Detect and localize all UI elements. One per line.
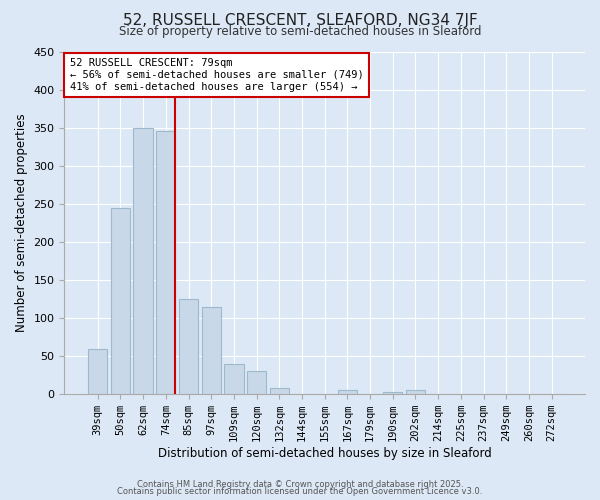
X-axis label: Distribution of semi-detached houses by size in Sleaford: Distribution of semi-detached houses by … — [158, 447, 491, 460]
Bar — [383, 392, 403, 394]
Bar — [179, 299, 198, 394]
Bar — [247, 372, 266, 394]
Bar — [202, 306, 221, 394]
Bar — [338, 390, 357, 394]
Bar — [224, 364, 244, 394]
Bar — [88, 348, 107, 394]
Text: Size of property relative to semi-detached houses in Sleaford: Size of property relative to semi-detach… — [119, 25, 481, 38]
Text: Contains public sector information licensed under the Open Government Licence v3: Contains public sector information licen… — [118, 487, 482, 496]
Bar — [269, 388, 289, 394]
Y-axis label: Number of semi-detached properties: Number of semi-detached properties — [15, 114, 28, 332]
Text: Contains HM Land Registry data © Crown copyright and database right 2025.: Contains HM Land Registry data © Crown c… — [137, 480, 463, 489]
Bar — [133, 128, 153, 394]
Text: 52, RUSSELL CRESCENT, SLEAFORD, NG34 7JF: 52, RUSSELL CRESCENT, SLEAFORD, NG34 7JF — [122, 12, 478, 28]
Bar — [406, 390, 425, 394]
Bar — [111, 208, 130, 394]
Text: 52 RUSSELL CRESCENT: 79sqm
← 56% of semi-detached houses are smaller (749)
41% o: 52 RUSSELL CRESCENT: 79sqm ← 56% of semi… — [70, 58, 364, 92]
Bar — [156, 132, 175, 394]
